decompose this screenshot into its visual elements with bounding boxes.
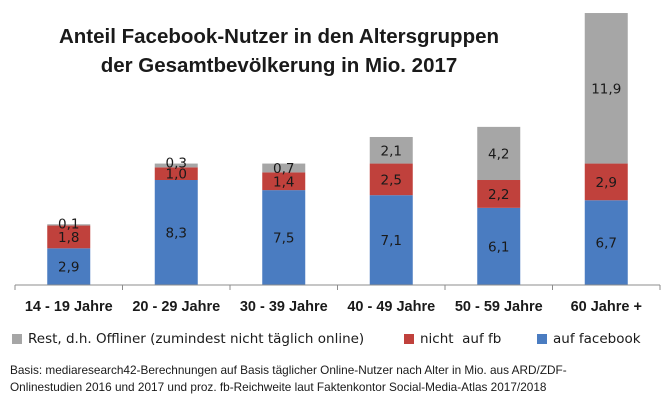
data-label-2-5: 11,9 [591,81,621,97]
bar-rest-1 [154,163,198,168]
legend-label-2: Rest, d.h. Offliner (zumindest nicht täg… [28,331,365,347]
data-label-2-4: 4,2 [488,146,509,162]
stacked-bar-chart: 2,9 1,80,1 14 - 19 Jahre 8,3 1,00,3 20 - 29 J… [14,13,661,315]
data-label-0-0: 2,9 [58,260,79,276]
bar-rest-4 [477,126,521,181]
x-tick-label-4: 50 - 59 Jahre [455,299,543,315]
bar-facebook-3 [369,195,413,285]
source-line-1: Basis: mediaresearch42-Berechnungen auf … [10,363,567,377]
source-note: Basis: mediaresearch42-Berechnungen auf … [10,362,660,396]
bar-nicht-fb-4 [477,180,521,208]
x-tick-label-1: 20 - 29 Jahre [132,299,220,315]
legend-item-2: Rest, d.h. Offliner (zumindest nicht täg… [12,330,364,348]
data-label-2-1: 0,3 [166,156,187,172]
data-label-0-1: 8,3 [166,226,187,242]
legend-item-1: nicht auf fb [404,330,501,348]
data-label-0-4: 6,1 [488,239,509,255]
bar-nicht-fb-3 [369,163,413,196]
legend-label-1: nicht auf fb [420,331,502,347]
legend: Rest, d.h. Offliner (zumindest nicht täg… [12,330,662,348]
data-label-2-3: 2,1 [381,143,402,159]
x-tick-label-2: 30 - 39 Jahre [240,299,328,315]
data-label-0-3: 7,1 [381,233,402,249]
bar-nicht-fb-2 [262,172,306,191]
data-label-0-2: 7,5 [273,231,294,247]
bar-facebook-2 [262,190,306,285]
bar-nicht-fb-0 [47,225,91,249]
data-label-1-1: 1,0 [166,167,187,183]
data-label-1-5: 2,9 [596,175,617,191]
bar-nicht-fb-1 [154,167,198,181]
data-label-1-4: 2,2 [488,187,509,203]
x-tick-label-3: 40 - 49 Jahre [347,299,435,315]
x-tick-label-5: 60 Jahre + [571,299,642,315]
data-label-2-2: 0,7 [273,161,294,177]
bar-facebook-1 [154,180,198,285]
legend-swatch-1 [404,334,414,344]
bar-facebook-5 [584,200,628,285]
x-tick-label-0: 14 - 19 Jahre [25,299,113,315]
bar-rest-3 [369,136,413,164]
bar-nicht-fb-5 [584,163,628,201]
legend-swatch-0 [537,334,547,344]
legend-label-0: auf facebook [553,331,641,347]
bar-facebook-4 [477,207,521,285]
bar-rest-0 [47,224,91,226]
data-label-1-0: 1,8 [58,230,79,246]
source-line-2: Onlinestudien 2016 und 2017 und proz. fb… [10,380,547,394]
legend-item-0: auf facebook [537,330,641,348]
data-label-2-0: 0,1 [58,216,79,232]
chart-title-line-1: Anteil Facebook-Nutzer in den Altersgrup… [58,25,500,48]
bar-rest-5 [584,13,628,164]
data-label-1-2: 1,4 [273,174,294,190]
chart-title-line-2: der Gesamtbevölkerung in Mio. 2017 [100,54,458,77]
bar-facebook-0 [47,248,91,285]
data-label-1-3: 2,5 [381,172,402,188]
data-label-0-5: 6,7 [596,236,617,252]
bar-rest-2 [262,163,306,173]
legend-swatch-2 [12,334,22,344]
